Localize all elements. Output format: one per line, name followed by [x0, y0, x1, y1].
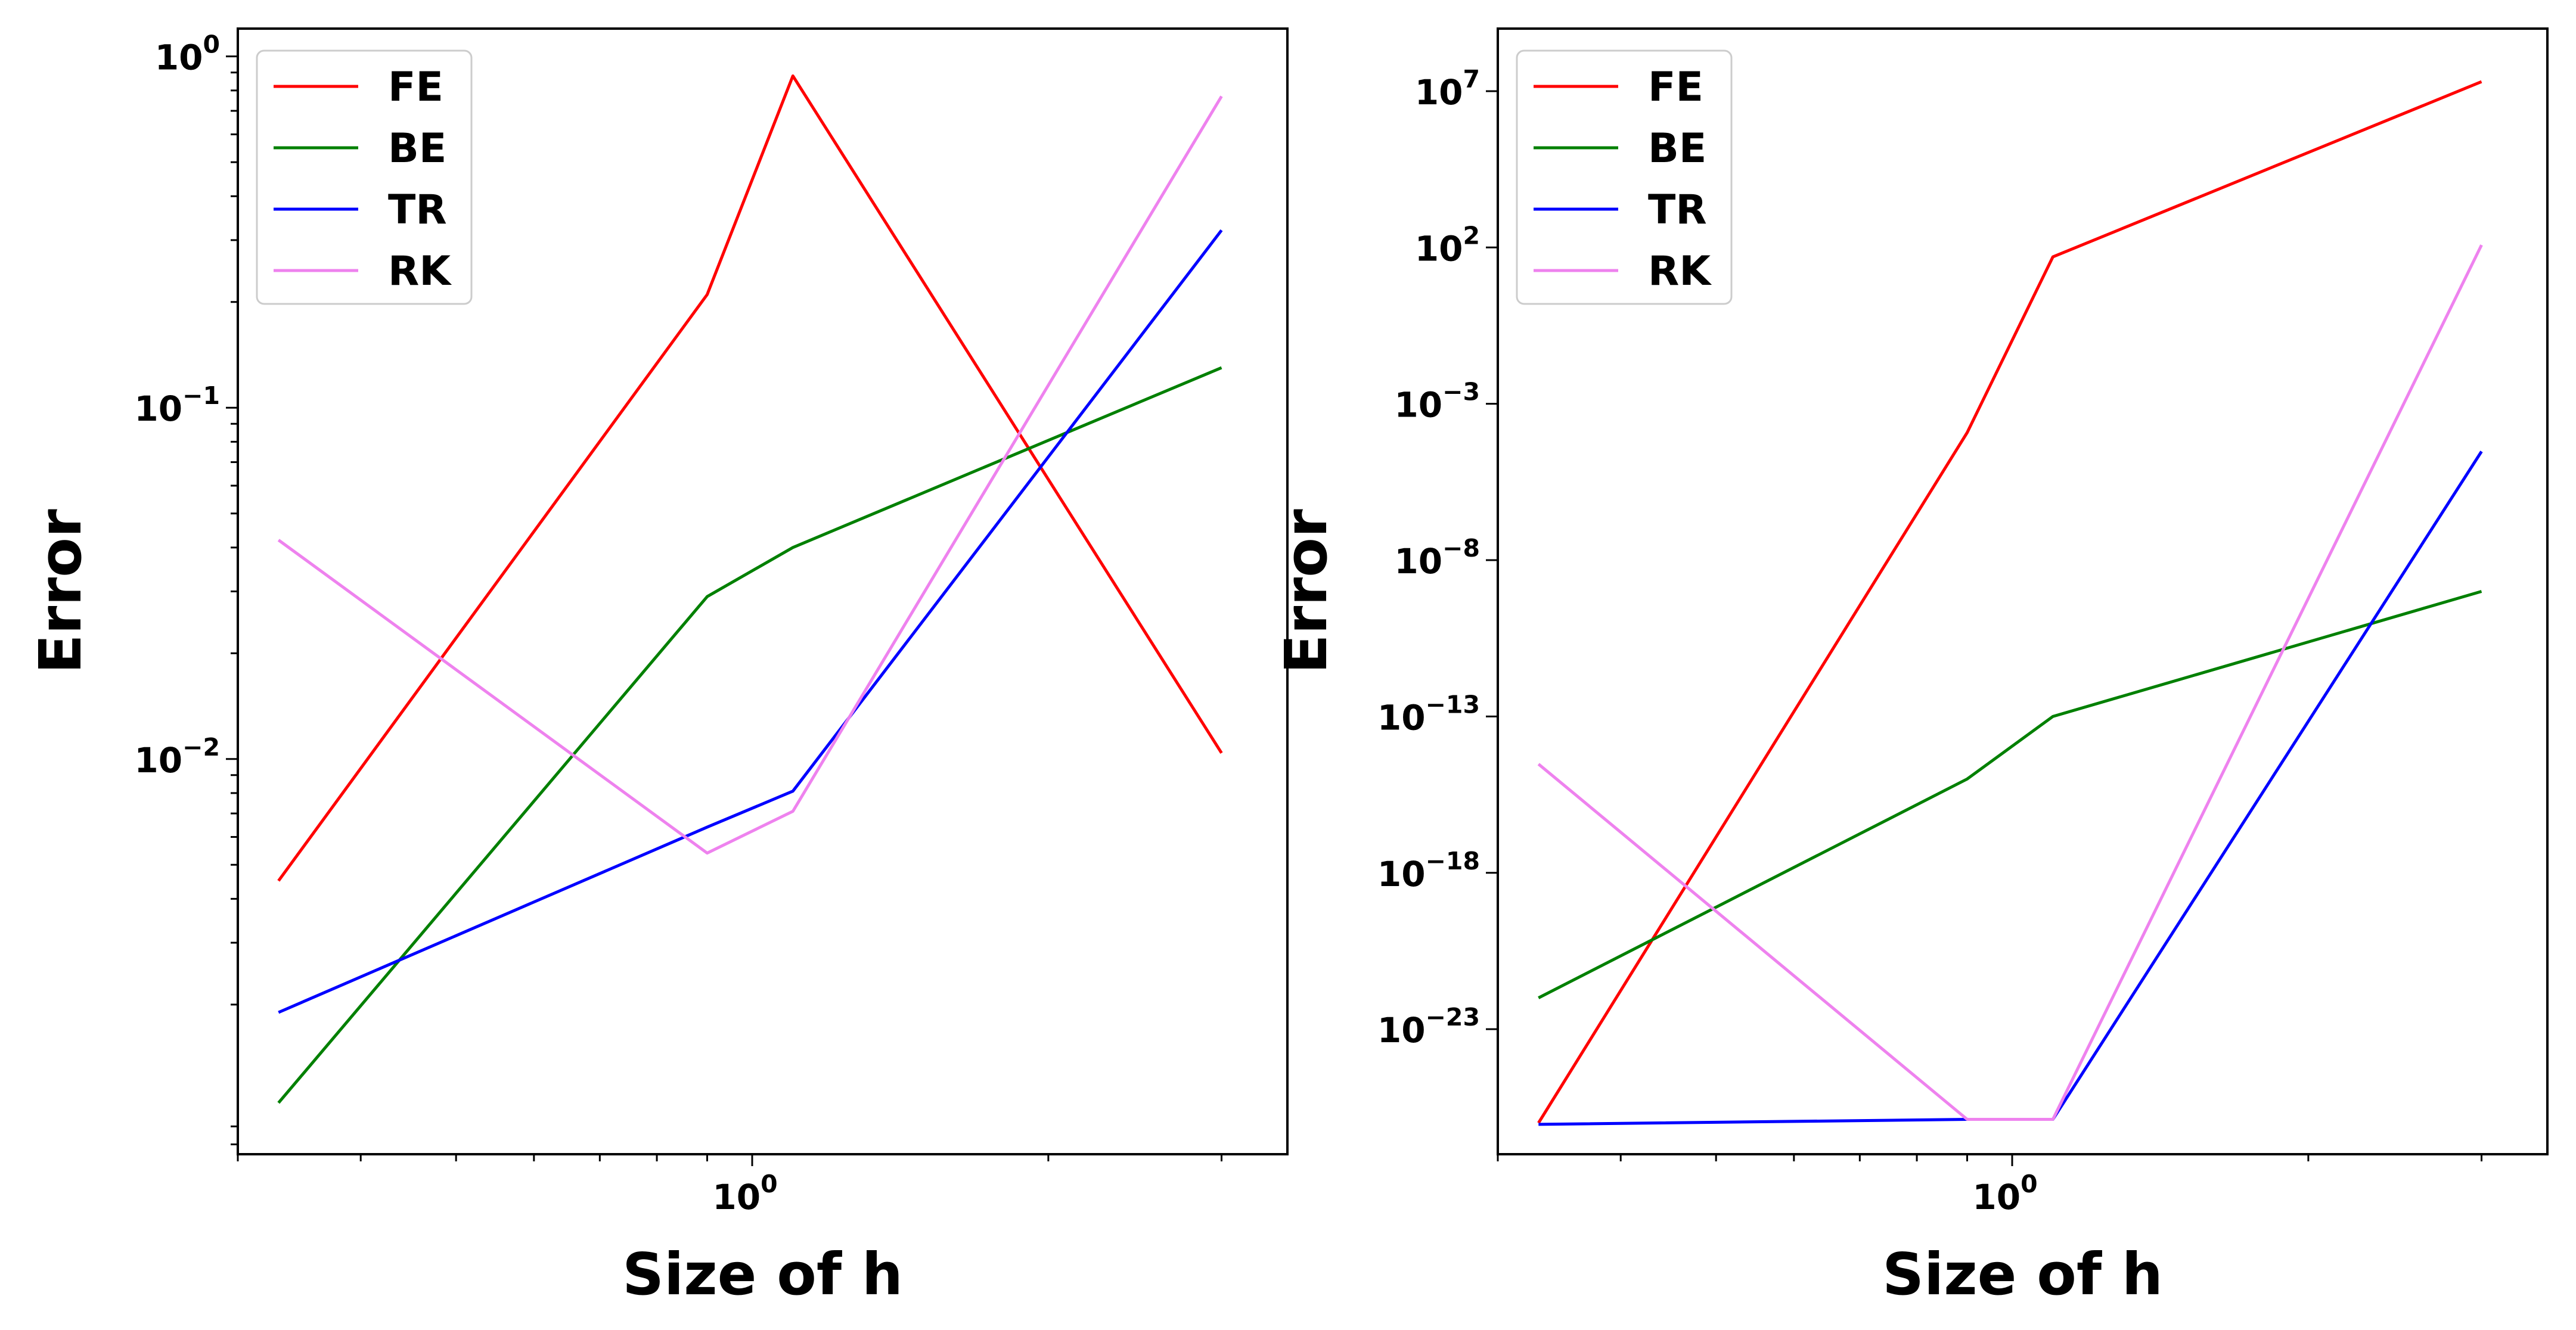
x-tick-base: 10 — [712, 1177, 761, 1217]
legend-box — [1516, 49, 1733, 305]
y-axis-title: Error — [27, 509, 94, 674]
y-tick-exponent: −1 — [182, 381, 220, 410]
y-tick-label: 10−23 — [1377, 1003, 1480, 1051]
y-tick-label: 10−2 — [134, 733, 220, 781]
y-tick-base: 10 — [1394, 541, 1442, 582]
x-tick-base: 10 — [1972, 1177, 2021, 1217]
y-tick-exponent: −3 — [1442, 378, 1480, 406]
y-tick-label: 10−18 — [1377, 847, 1480, 894]
legend-label-fe: FE — [388, 64, 443, 111]
y-tick-label: 10−1 — [134, 381, 220, 429]
series-line-be — [277, 366, 1222, 1104]
x-tick-label: 100 — [1972, 1170, 2037, 1217]
y-tick-base: 10 — [1415, 228, 1463, 269]
legend-label-fe: FE — [1648, 64, 1703, 111]
y-tick-base: 10 — [1377, 1010, 1426, 1051]
y-tick-base: 10 — [1415, 72, 1463, 113]
y-tick-base: 10 — [1377, 697, 1426, 738]
y-tick-label: 10−13 — [1377, 690, 1480, 738]
y-tick-exponent: 7 — [1463, 65, 1480, 94]
x-tick-exponent: 0 — [2021, 1170, 2038, 1198]
y-tick-exponent: −13 — [1426, 690, 1480, 719]
x-axis-title: Size of h — [622, 1241, 903, 1308]
y-tick-label: 100 — [155, 30, 220, 78]
y-tick-exponent: −23 — [1426, 1003, 1480, 1031]
legend: FE BE TR RK — [1516, 49, 1733, 305]
series-line-fe — [277, 74, 1223, 882]
series-line-fe — [1537, 80, 2482, 1124]
y-tick-label: 10−3 — [1394, 378, 1480, 425]
legend-box — [256, 49, 473, 305]
legend-label-tr: TR — [1648, 187, 1707, 234]
axes-frame — [237, 27, 1289, 1155]
x-tick-exponent: 0 — [761, 1170, 778, 1198]
y-tick-base: 10 — [1377, 854, 1426, 894]
y-tick-base: 10 — [155, 38, 203, 78]
y-tick-label: 102 — [1415, 221, 1480, 269]
legend: FE BE TR RK — [256, 49, 473, 305]
legend-label-tr: TR — [388, 187, 447, 234]
legend-label-rk: RK — [388, 248, 452, 295]
x-tick-label: 100 — [712, 1170, 777, 1217]
axes-frame — [1497, 27, 2549, 1155]
y-tick-label: 10−8 — [1394, 534, 1480, 582]
y-tick-exponent: −18 — [1426, 847, 1480, 875]
y-tick-label: 107 — [1415, 65, 1480, 113]
y-tick-exponent: 0 — [203, 30, 220, 59]
y-tick-base: 10 — [134, 740, 182, 781]
series-line-rk — [1537, 244, 2483, 1121]
y-tick-exponent: −8 — [1442, 534, 1480, 563]
series-line-tr — [1538, 450, 2483, 1126]
series-line-tr — [278, 229, 1223, 1014]
legend-label-be: BE — [388, 125, 446, 172]
y-tick-exponent: 2 — [1463, 221, 1480, 250]
legend-label-rk: RK — [1648, 248, 1712, 295]
y-tick-base: 10 — [1394, 385, 1442, 425]
x-axis-title: Size of h — [1882, 1241, 2163, 1308]
series-line-be — [1538, 590, 2482, 999]
y-tick-base: 10 — [134, 389, 182, 429]
series-line-rk — [277, 95, 1223, 855]
y-axis-title: Error — [1273, 509, 1340, 674]
legend-label-be: BE — [1648, 125, 1706, 172]
y-tick-exponent: −2 — [182, 733, 220, 762]
